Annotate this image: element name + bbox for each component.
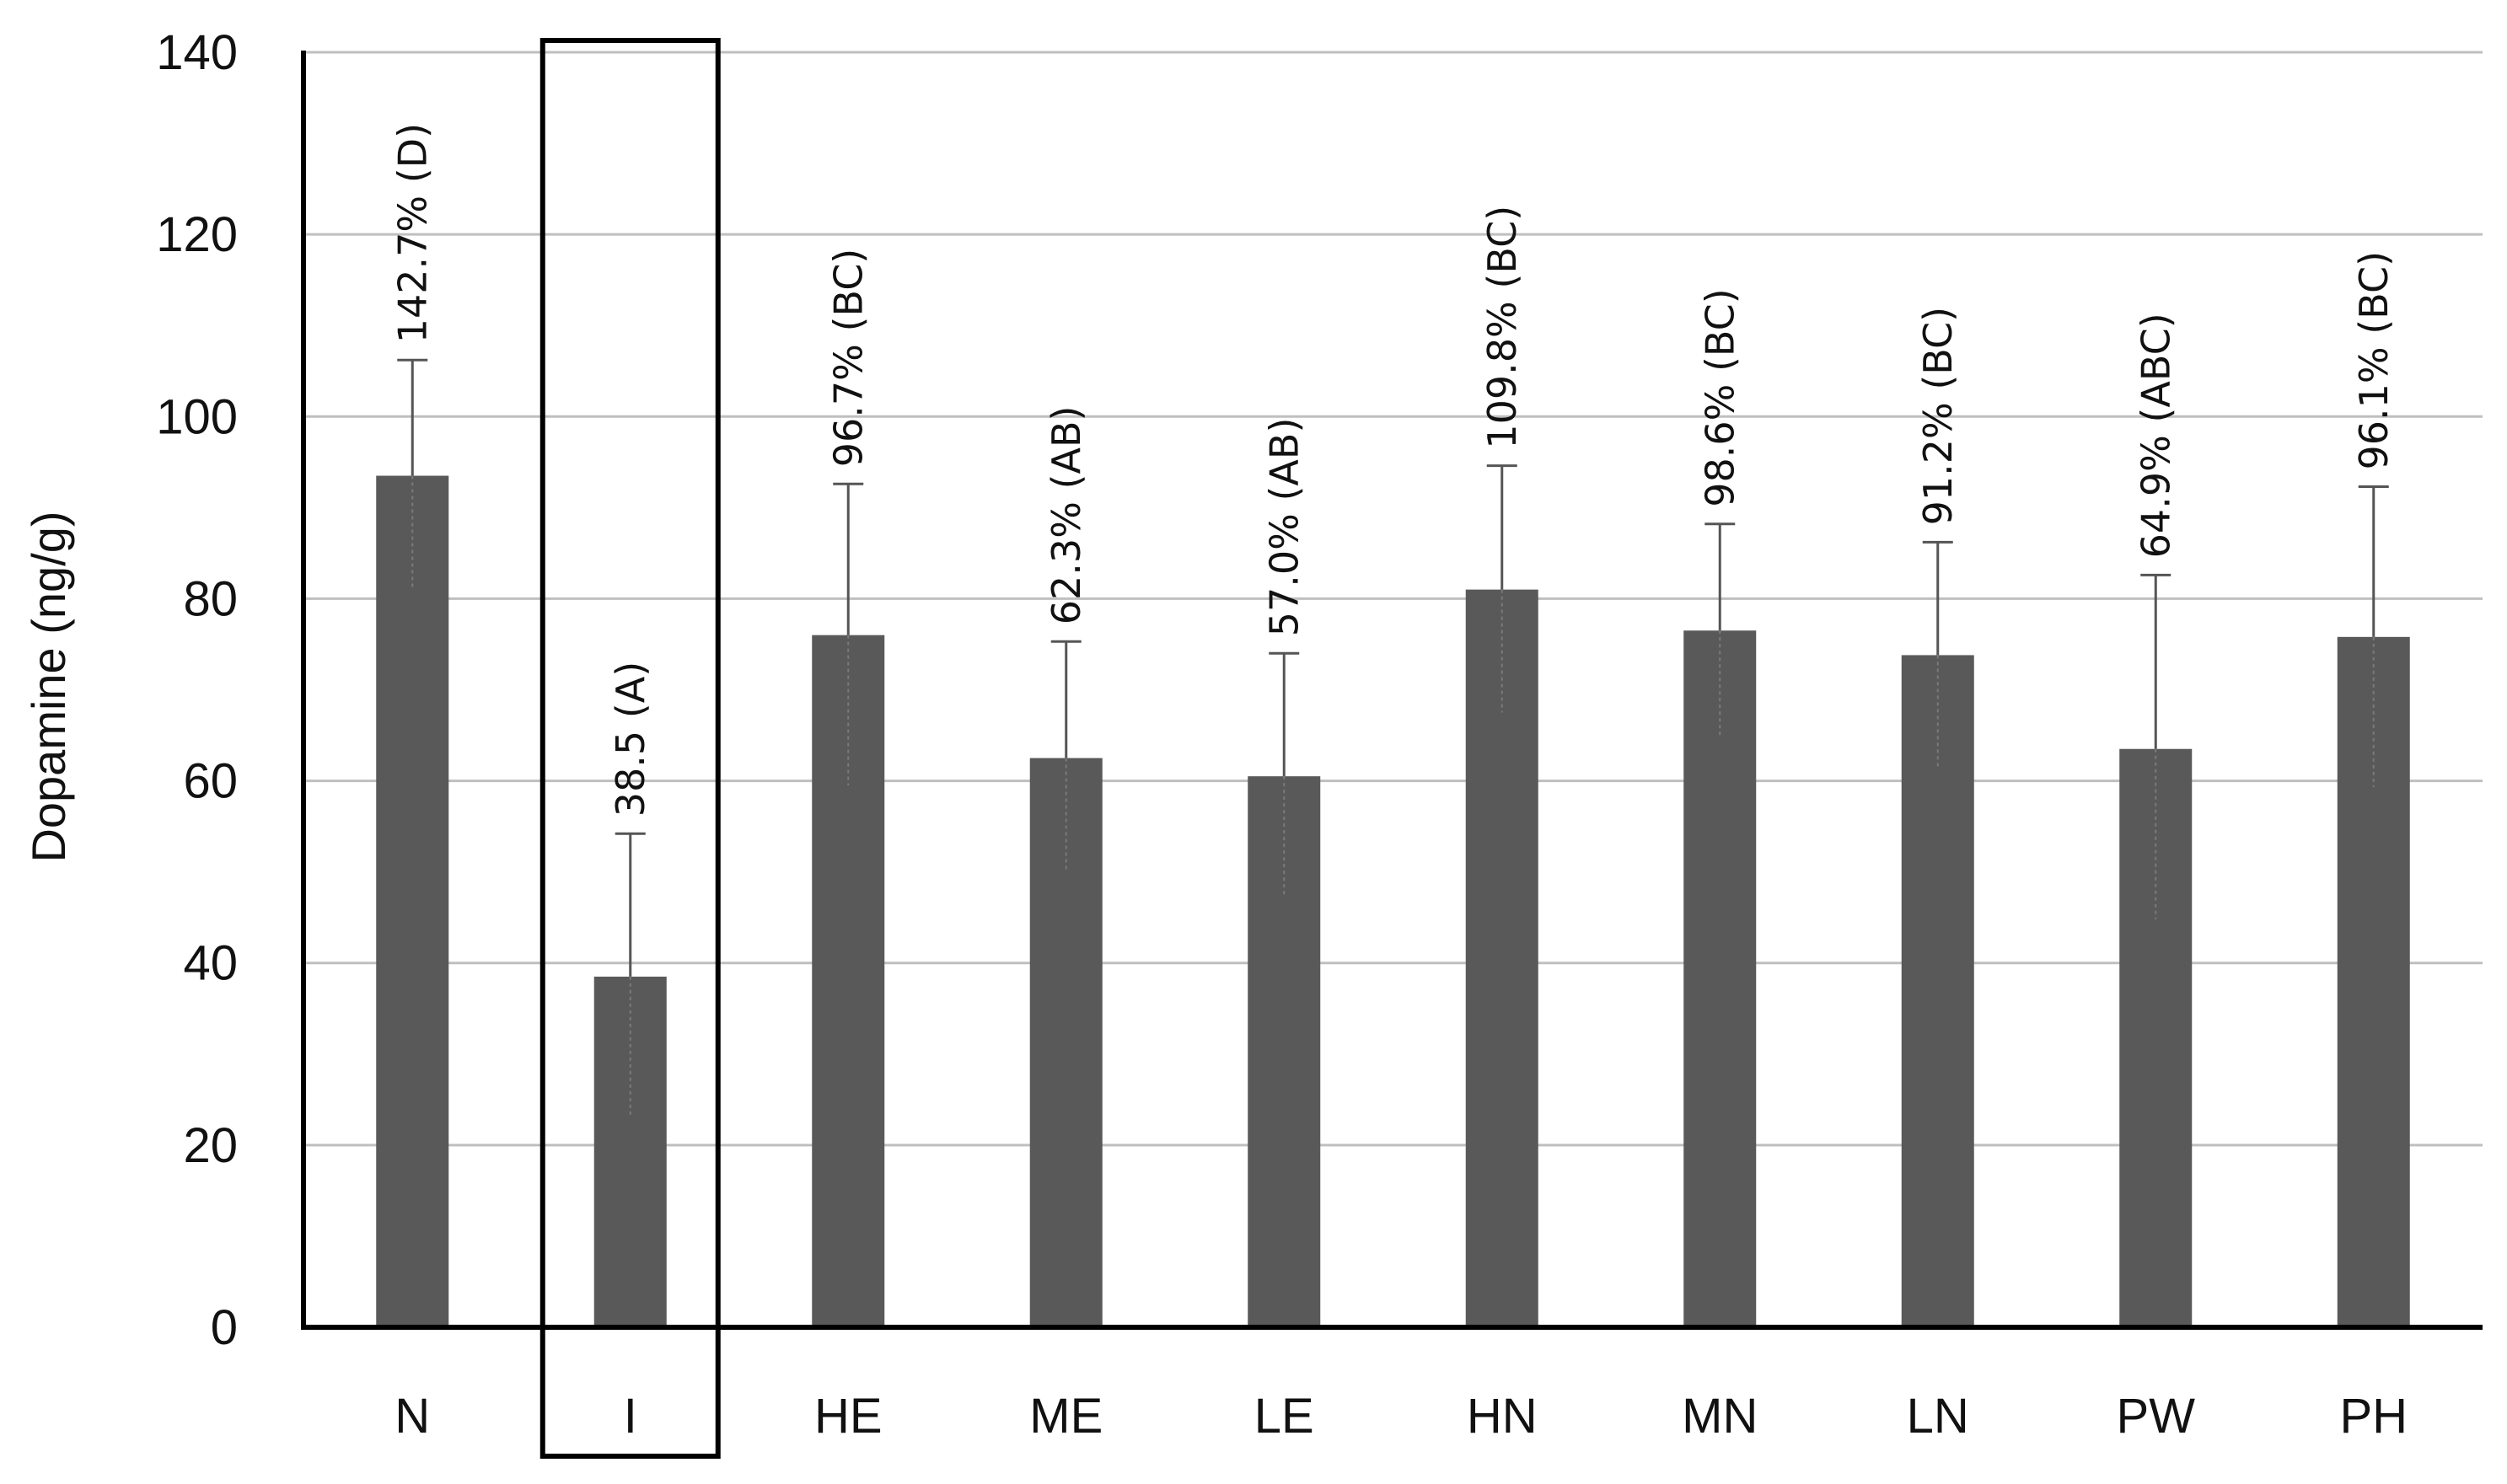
bar-n <box>376 475 449 1327</box>
y-axis-label: Dopamine (ng/g) <box>22 511 75 862</box>
y-tick-label: 60 <box>183 754 238 809</box>
y-axis-ticks: 0 20 40 60 80 100 120 140 <box>156 25 238 1355</box>
bar-i <box>593 976 667 1327</box>
highlight-layer <box>540 38 721 1459</box>
data-label: 96.1% (BC) <box>2351 251 2397 470</box>
gridlines <box>303 51 2483 1147</box>
bar-ln <box>1901 655 1974 1327</box>
category-label: LN <box>1907 1389 1969 1444</box>
y-tick-label: 0 <box>211 1300 238 1355</box>
category-label: HN <box>1467 1389 1538 1444</box>
data-label: 91.2% (BC) <box>1915 307 1961 526</box>
y-tick-label: 40 <box>183 936 238 991</box>
category-label: LE <box>1254 1389 1314 1444</box>
category-label: PW <box>2117 1389 2196 1444</box>
data-label: 57.0% (AB) <box>1261 418 1307 637</box>
category-labels: N I HE ME LE HN MN LN PW PH <box>395 1389 2408 1444</box>
category-label: I <box>624 1389 637 1444</box>
error-bars <box>397 358 2389 1118</box>
highlight-box <box>540 38 721 1459</box>
data-labels: 142.7% (D) 38.5 (A) 96.7% (BC) 62.3% (AB) 57… <box>389 123 2397 817</box>
y-tick-label: 100 <box>156 389 238 444</box>
category-label: N <box>395 1389 430 1444</box>
data-label: 109.8% (BC) <box>1479 206 1525 449</box>
category-label: HE <box>814 1389 883 1444</box>
data-label: 62.3% (AB) <box>1044 406 1089 625</box>
y-tick-label: 20 <box>183 1118 238 1173</box>
category-label: MN <box>1682 1389 1758 1444</box>
data-label: 38.5 (A) <box>608 662 653 817</box>
bar-pw <box>2119 748 2193 1327</box>
bar-mn <box>1683 630 1757 1327</box>
y-tick-label: 140 <box>156 25 238 80</box>
bars <box>376 475 2410 1327</box>
bar-le <box>1248 776 1321 1327</box>
axes <box>301 51 2483 1330</box>
data-label: 98.6% (BC) <box>1697 288 1742 507</box>
y-tick-label: 120 <box>156 207 238 262</box>
data-label: 142.7% (D) <box>389 123 435 343</box>
data-label: 96.7% (BC) <box>825 249 871 468</box>
data-label: 64.9% (ABC) <box>2133 313 2178 558</box>
category-label: ME <box>1029 1389 1103 1444</box>
y-tick-label: 80 <box>183 571 238 626</box>
bar-me <box>1029 758 1103 1327</box>
category-label: PH <box>2339 1389 2408 1444</box>
